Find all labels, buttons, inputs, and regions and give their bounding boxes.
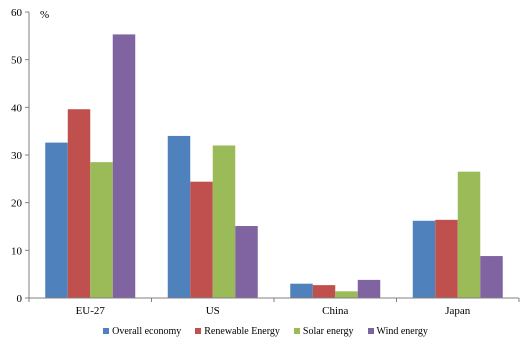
legend-swatch: [367, 328, 374, 334]
legend-item: Wind energy: [367, 325, 428, 337]
x-category-label: China: [322, 305, 348, 317]
legend-swatch: [293, 328, 300, 334]
legend-label: Solar energy: [302, 325, 354, 337]
bar-china-wind-energy: [357, 279, 381, 298]
y-tick-label: 40: [11, 102, 23, 114]
y-tick-label: 30: [11, 150, 23, 162]
bar-us-overall-economy: [167, 135, 191, 298]
y-tick-label: 60: [11, 7, 23, 19]
legend-item: Overall economy: [103, 326, 181, 337]
legend-label: Renewable Energy: [204, 325, 280, 337]
bar-japan-wind-energy: [480, 256, 503, 298]
y-tick-label: 10: [11, 245, 23, 257]
bar-japan-renewable-energy: [435, 219, 458, 298]
bar-china-overall-economy: [290, 283, 313, 298]
bar-us-wind-energy: [235, 226, 258, 298]
x-category-label: US: [206, 305, 220, 317]
legend: Overall economy Renewable Energy Solar ene…: [0, 324, 531, 338]
legend-item: Renewable Energy: [195, 326, 280, 337]
y-tick-label: 20: [11, 198, 23, 210]
legend-label: Overall economy: [112, 325, 182, 337]
bar-eu-27-renewable-energy: [67, 109, 91, 299]
bar-eu-27-overall-economy: [45, 142, 68, 298]
legend-swatch: [103, 328, 110, 334]
bar-china-renewable-energy: [312, 285, 336, 298]
bar-eu-27-wind-energy: [112, 34, 136, 299]
y-axis-ticks: 0 10 20 30 40 50 60: [11, 7, 29, 305]
legend-swatch: [195, 328, 202, 334]
y-tick-label: 50: [11, 55, 23, 67]
x-category-label: Japan: [445, 305, 471, 317]
y-tick-label: 0: [17, 293, 23, 305]
legend-item: Solar energy: [293, 325, 354, 337]
bar-japan-overall-economy: [412, 220, 436, 298]
bar-eu-27-solar-energy: [90, 162, 113, 298]
x-category-label: EU-27: [76, 305, 106, 317]
bar-japan-solar-energy: [457, 171, 481, 298]
bar-china-solar-energy: [335, 291, 358, 298]
bar-us-solar-energy: [212, 145, 236, 298]
bars: [45, 34, 503, 299]
x-axis-categories: EU-27 US China Japan: [28, 298, 520, 317]
y-unit-label: %: [40, 9, 49, 21]
legend-label: Wind energy: [376, 325, 428, 337]
bar-us-renewable-energy: [190, 181, 213, 298]
